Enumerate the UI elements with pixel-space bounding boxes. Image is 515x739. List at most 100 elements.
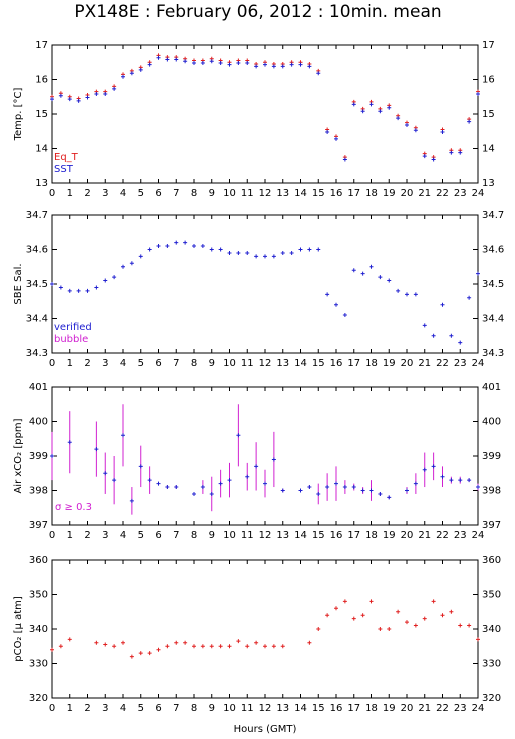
data-point [200, 485, 205, 490]
y-tick-label: 15 [482, 109, 495, 120]
x-tick-label: 0 [49, 358, 55, 369]
data-point [94, 91, 99, 96]
data-point [50, 454, 54, 458]
data-point [156, 647, 161, 652]
y-tick-label: 34.6 [26, 245, 48, 256]
data-point [112, 478, 117, 483]
data-point [236, 639, 241, 644]
x-tick-label: 22 [436, 703, 449, 714]
data-point [298, 488, 303, 493]
x-tick-label: 23 [454, 188, 467, 199]
data-point [422, 154, 427, 159]
data-point [165, 57, 170, 62]
data-point [254, 464, 259, 469]
legend-label: SST [54, 164, 74, 175]
x-tick-label: 9 [209, 188, 215, 199]
y-tick-label: 13 [35, 178, 48, 189]
data-point [396, 116, 401, 121]
x-tick-label: 15 [312, 703, 325, 714]
data-point [112, 644, 117, 649]
data-point [289, 250, 294, 255]
x-tick-label: 7 [173, 358, 179, 369]
x-tick-label: 14 [294, 703, 307, 714]
x-tick-label: 4 [120, 188, 126, 199]
data-point [440, 474, 445, 479]
data-point [325, 485, 330, 490]
data-point [165, 644, 170, 649]
data-point [413, 128, 418, 133]
data-point [280, 64, 285, 69]
data-point [413, 292, 418, 297]
data-point [245, 644, 250, 649]
data-point [263, 62, 267, 67]
data-point [271, 457, 276, 462]
data-point [209, 59, 214, 64]
y-axis-label: Air xCO₂ [ppm] [13, 418, 24, 493]
data-point [334, 481, 338, 486]
y-tick-label: 401 [29, 382, 48, 393]
y-tick-label: 15 [35, 109, 48, 120]
x-tick-label: 1 [67, 530, 73, 541]
data-point [103, 91, 108, 96]
data-point [396, 609, 401, 614]
data-point [342, 313, 347, 318]
data-point [325, 613, 330, 618]
data-point [138, 651, 143, 656]
data-point [467, 295, 472, 300]
x-tick-label: 15 [312, 530, 325, 541]
y-tick-label: 34.6 [482, 245, 504, 256]
x-tick-label: 10 [223, 358, 236, 369]
x-tick-label: 24 [472, 188, 485, 199]
data-point [129, 498, 134, 503]
x-tick-label: 14 [294, 188, 307, 199]
data-point [50, 97, 54, 102]
data-point [449, 333, 454, 338]
data-point [458, 478, 463, 483]
y-axis-label: SBE Sal. [13, 263, 24, 304]
data-point [147, 247, 152, 252]
x-tick-label: 15 [312, 188, 325, 199]
x-tick-label: 16 [330, 358, 343, 369]
data-point [378, 109, 383, 114]
data-point [334, 136, 338, 141]
data-point [227, 644, 232, 649]
data-point [298, 62, 303, 67]
data-point [440, 129, 445, 134]
x-tick-label: 20 [401, 188, 414, 199]
data-point [413, 481, 418, 486]
x-tick-label: 3 [102, 188, 108, 199]
x-tick-label: 24 [472, 703, 485, 714]
data-point [440, 613, 445, 618]
x-tick-label: 23 [454, 358, 467, 369]
x-tick-label: 16 [330, 530, 343, 541]
legend-label: bubble [54, 334, 88, 345]
data-point [467, 623, 472, 628]
x-tick-label: 22 [436, 358, 449, 369]
y-tick-label: 34.4 [482, 314, 504, 325]
data-point [76, 98, 81, 103]
data-point [254, 254, 259, 259]
data-point [67, 440, 72, 445]
x-tick-label: 20 [401, 703, 414, 714]
data-point [476, 271, 480, 276]
data-point [396, 288, 401, 293]
y-tick-label: 330 [482, 659, 501, 670]
data-point [50, 647, 54, 652]
x-tick-label: 4 [120, 530, 126, 541]
x-tick-label: 13 [276, 530, 289, 541]
x-tick-label: 12 [259, 703, 272, 714]
data-point [405, 292, 409, 297]
x-tick-label: 14 [294, 358, 307, 369]
data-point [129, 71, 134, 76]
y-tick-label: 17 [482, 40, 495, 51]
y-tick-label: 340 [29, 624, 48, 635]
y-tick-label: 13 [482, 178, 495, 189]
data-point [316, 491, 321, 496]
data-point [378, 491, 383, 496]
y-tick-label: 320 [482, 693, 501, 704]
data-point [129, 261, 134, 266]
data-point [94, 640, 99, 645]
data-point [271, 644, 276, 649]
data-point [218, 60, 223, 65]
legend-label: verified [54, 322, 92, 333]
